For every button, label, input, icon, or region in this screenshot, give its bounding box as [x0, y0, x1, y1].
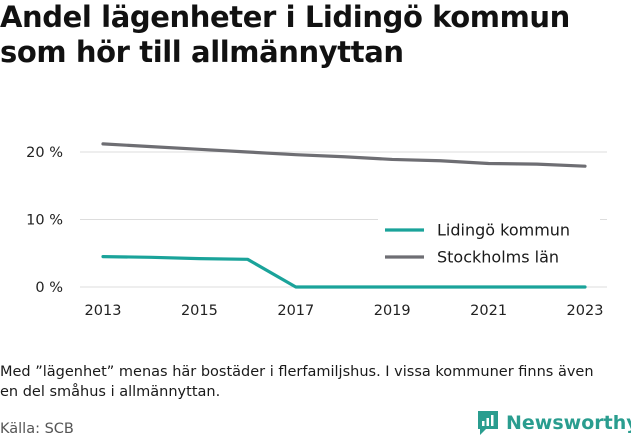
x-axis-ticks: 2013 2015 2017 2019 2021 2023 — [85, 303, 604, 319]
x-tick-label: 2017 — [277, 303, 314, 319]
x-tick-label: 2021 — [470, 303, 507, 319]
legend-label: Stockholms län — [437, 248, 559, 267]
chart-title: Andel lägenheter i Lidingö kommun som hö… — [0, 0, 570, 69]
newsworthy-logo-icon — [478, 411, 498, 435]
y-axis-ticks: 0 % 10 % 20 % — [26, 145, 63, 296]
legend: Lidingö kommun Stockholms län — [378, 212, 600, 270]
x-tick-label: 2015 — [181, 303, 218, 319]
brand-logo: Newsworthy — [476, 409, 631, 437]
y-tick-label: 0 % — [35, 280, 63, 296]
x-tick-label: 2023 — [567, 303, 604, 319]
footnote: Med ”lägenhet” menas här bostäder i fler… — [0, 364, 594, 400]
x-tick-label: 2013 — [85, 303, 122, 319]
x-tick-label: 2019 — [374, 303, 411, 319]
legend-background — [378, 212, 600, 270]
source-label: Källa: SCB — [0, 421, 74, 437]
legend-label: Lidingö kommun — [437, 221, 570, 240]
y-tick-label: 10 % — [26, 213, 63, 229]
series-lines — [101, 142, 587, 289]
series-line-1 — [101, 142, 587, 168]
line-chart: 0 % 10 % 20 % 2013 2015 2017 2019 2021 2023 Lid… — [26, 142, 607, 319]
series-line-0 — [101, 255, 587, 289]
y-tick-label: 20 % — [26, 145, 63, 161]
brand-name: Newsworthy — [506, 412, 631, 434]
